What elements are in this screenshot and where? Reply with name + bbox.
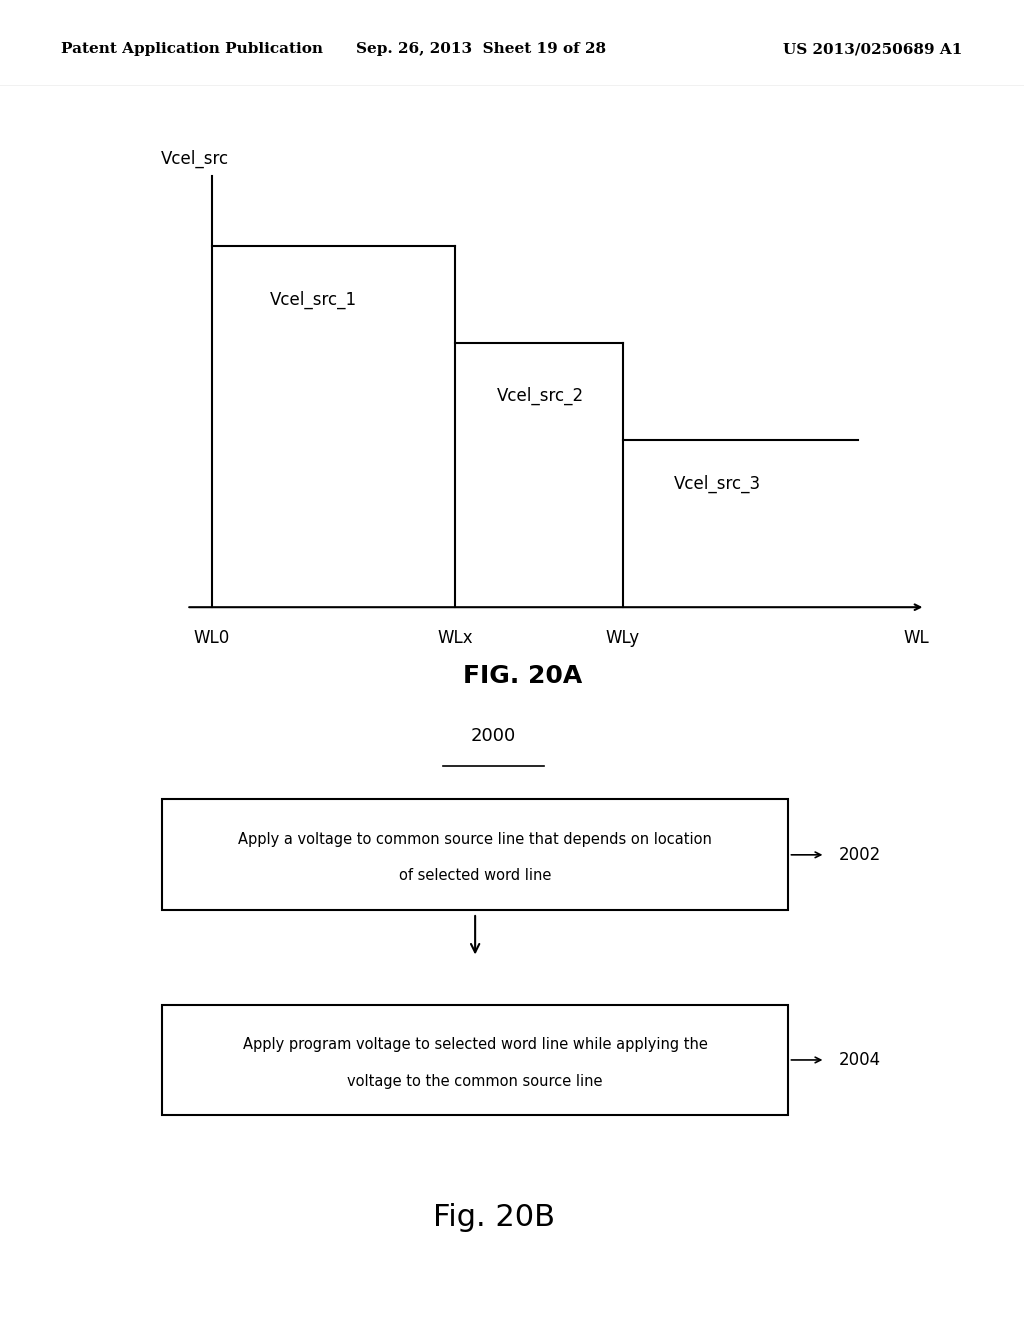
Text: Vcel_src_3: Vcel_src_3 — [674, 475, 761, 494]
Text: WLx: WLx — [437, 630, 473, 647]
Text: Sep. 26, 2013  Sheet 19 of 28: Sep. 26, 2013 Sheet 19 of 28 — [356, 42, 606, 57]
Text: US 2013/0250689 A1: US 2013/0250689 A1 — [783, 42, 963, 57]
Text: Vcel_src_2: Vcel_src_2 — [497, 387, 584, 405]
Text: voltage to the common source line: voltage to the common source line — [347, 1073, 603, 1089]
Text: WL: WL — [904, 630, 930, 647]
Text: 2004: 2004 — [840, 1051, 882, 1069]
Text: WL0: WL0 — [194, 630, 229, 647]
Text: Vcel_src_1: Vcel_src_1 — [270, 290, 357, 309]
Text: 2000: 2000 — [471, 727, 516, 746]
Text: Fig. 20B: Fig. 20B — [432, 1203, 555, 1232]
Text: of selected word line: of selected word line — [399, 869, 551, 883]
Text: Apply program voltage to selected word line while applying the: Apply program voltage to selected word l… — [243, 1038, 708, 1052]
Text: Patent Application Publication: Patent Application Publication — [61, 42, 324, 57]
Text: FIG. 20A: FIG. 20A — [463, 664, 582, 689]
Text: 2002: 2002 — [840, 846, 882, 863]
FancyBboxPatch shape — [162, 1005, 788, 1115]
FancyBboxPatch shape — [162, 800, 788, 911]
Text: WLy: WLy — [606, 630, 640, 647]
Text: Apply a voltage to common source line that depends on location: Apply a voltage to common source line th… — [239, 832, 712, 847]
Text: Vcel_src: Vcel_src — [161, 149, 229, 168]
